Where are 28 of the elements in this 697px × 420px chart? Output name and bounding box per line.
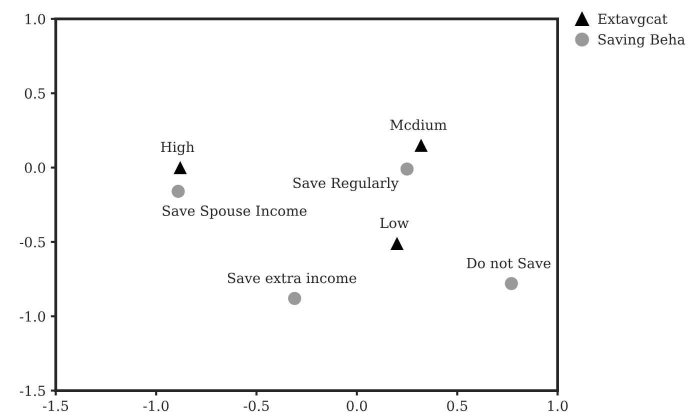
annotation: Do not Save [466, 258, 550, 268]
annotation: Save Spouse Income [162, 206, 307, 219]
x-tick-label: 1.0 [548, 400, 568, 412]
annotation: Save extra income [228, 272, 356, 284]
point [400, 162, 414, 176]
legend-label: Saving Beha [598, 34, 685, 48]
annotation: Mcdium [390, 119, 447, 130]
annotation: High [161, 141, 194, 156]
point [174, 160, 187, 174]
annotation: Save Regularly [293, 177, 399, 192]
point [504, 276, 518, 290]
y-tick-label: 0.0 [24, 162, 46, 174]
y-tick-label: -1.5 [20, 386, 45, 396]
legend-label: Extavgcat [598, 14, 668, 27]
y-tick-label: 0.5 [24, 88, 45, 99]
point [414, 138, 428, 152]
annotation: Low [380, 218, 409, 228]
y-tick-label: -0.5 [20, 236, 45, 248]
point [390, 236, 404, 250]
x-tick-label: 0.0 [346, 400, 367, 412]
point [288, 292, 302, 306]
y-tick-label: -1.0 [20, 311, 46, 322]
x-tick-label: -1.5 [42, 400, 68, 412]
y-tick-label: 1.0 [26, 14, 46, 24]
point [172, 184, 185, 198]
x-tick-label: 0.5 [447, 400, 468, 412]
x-tick-label: -1.0 [143, 400, 169, 412]
x-tick-label: -0.5 [244, 400, 269, 412]
